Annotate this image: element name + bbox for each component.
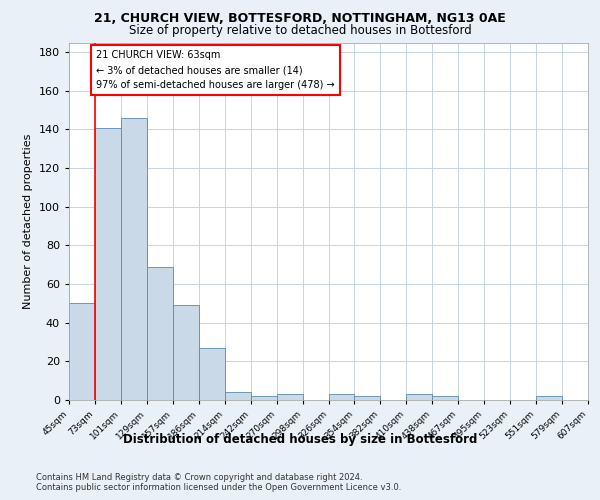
Text: Distribution of detached houses by size in Bottesford: Distribution of detached houses by size … [123,432,477,446]
Bar [225,392,251,400]
Text: 21 CHURCH VIEW: 63sqm
← 3% of detached houses are smaller (14)
97% of semi-detac: 21 CHURCH VIEW: 63sqm ← 3% of detached h… [96,50,335,90]
Bar [329,394,355,400]
Text: Size of property relative to detached houses in Bottesford: Size of property relative to detached ho… [128,24,472,37]
Bar [147,266,173,400]
Bar [121,118,147,400]
Bar [277,394,302,400]
Bar [355,396,380,400]
Bar [536,396,562,400]
Text: 21, CHURCH VIEW, BOTTESFORD, NOTTINGHAM, NG13 0AE: 21, CHURCH VIEW, BOTTESFORD, NOTTINGHAM,… [94,12,506,26]
Bar [433,396,458,400]
Bar [199,348,224,400]
Bar [173,306,199,400]
Bar [251,396,277,400]
Bar [69,304,95,400]
Text: Contains public sector information licensed under the Open Government Licence v3: Contains public sector information licen… [36,484,401,492]
Bar [406,394,432,400]
Bar [95,128,121,400]
Y-axis label: Number of detached properties: Number of detached properties [23,134,33,309]
Text: Contains HM Land Registry data © Crown copyright and database right 2024.: Contains HM Land Registry data © Crown c… [36,472,362,482]
